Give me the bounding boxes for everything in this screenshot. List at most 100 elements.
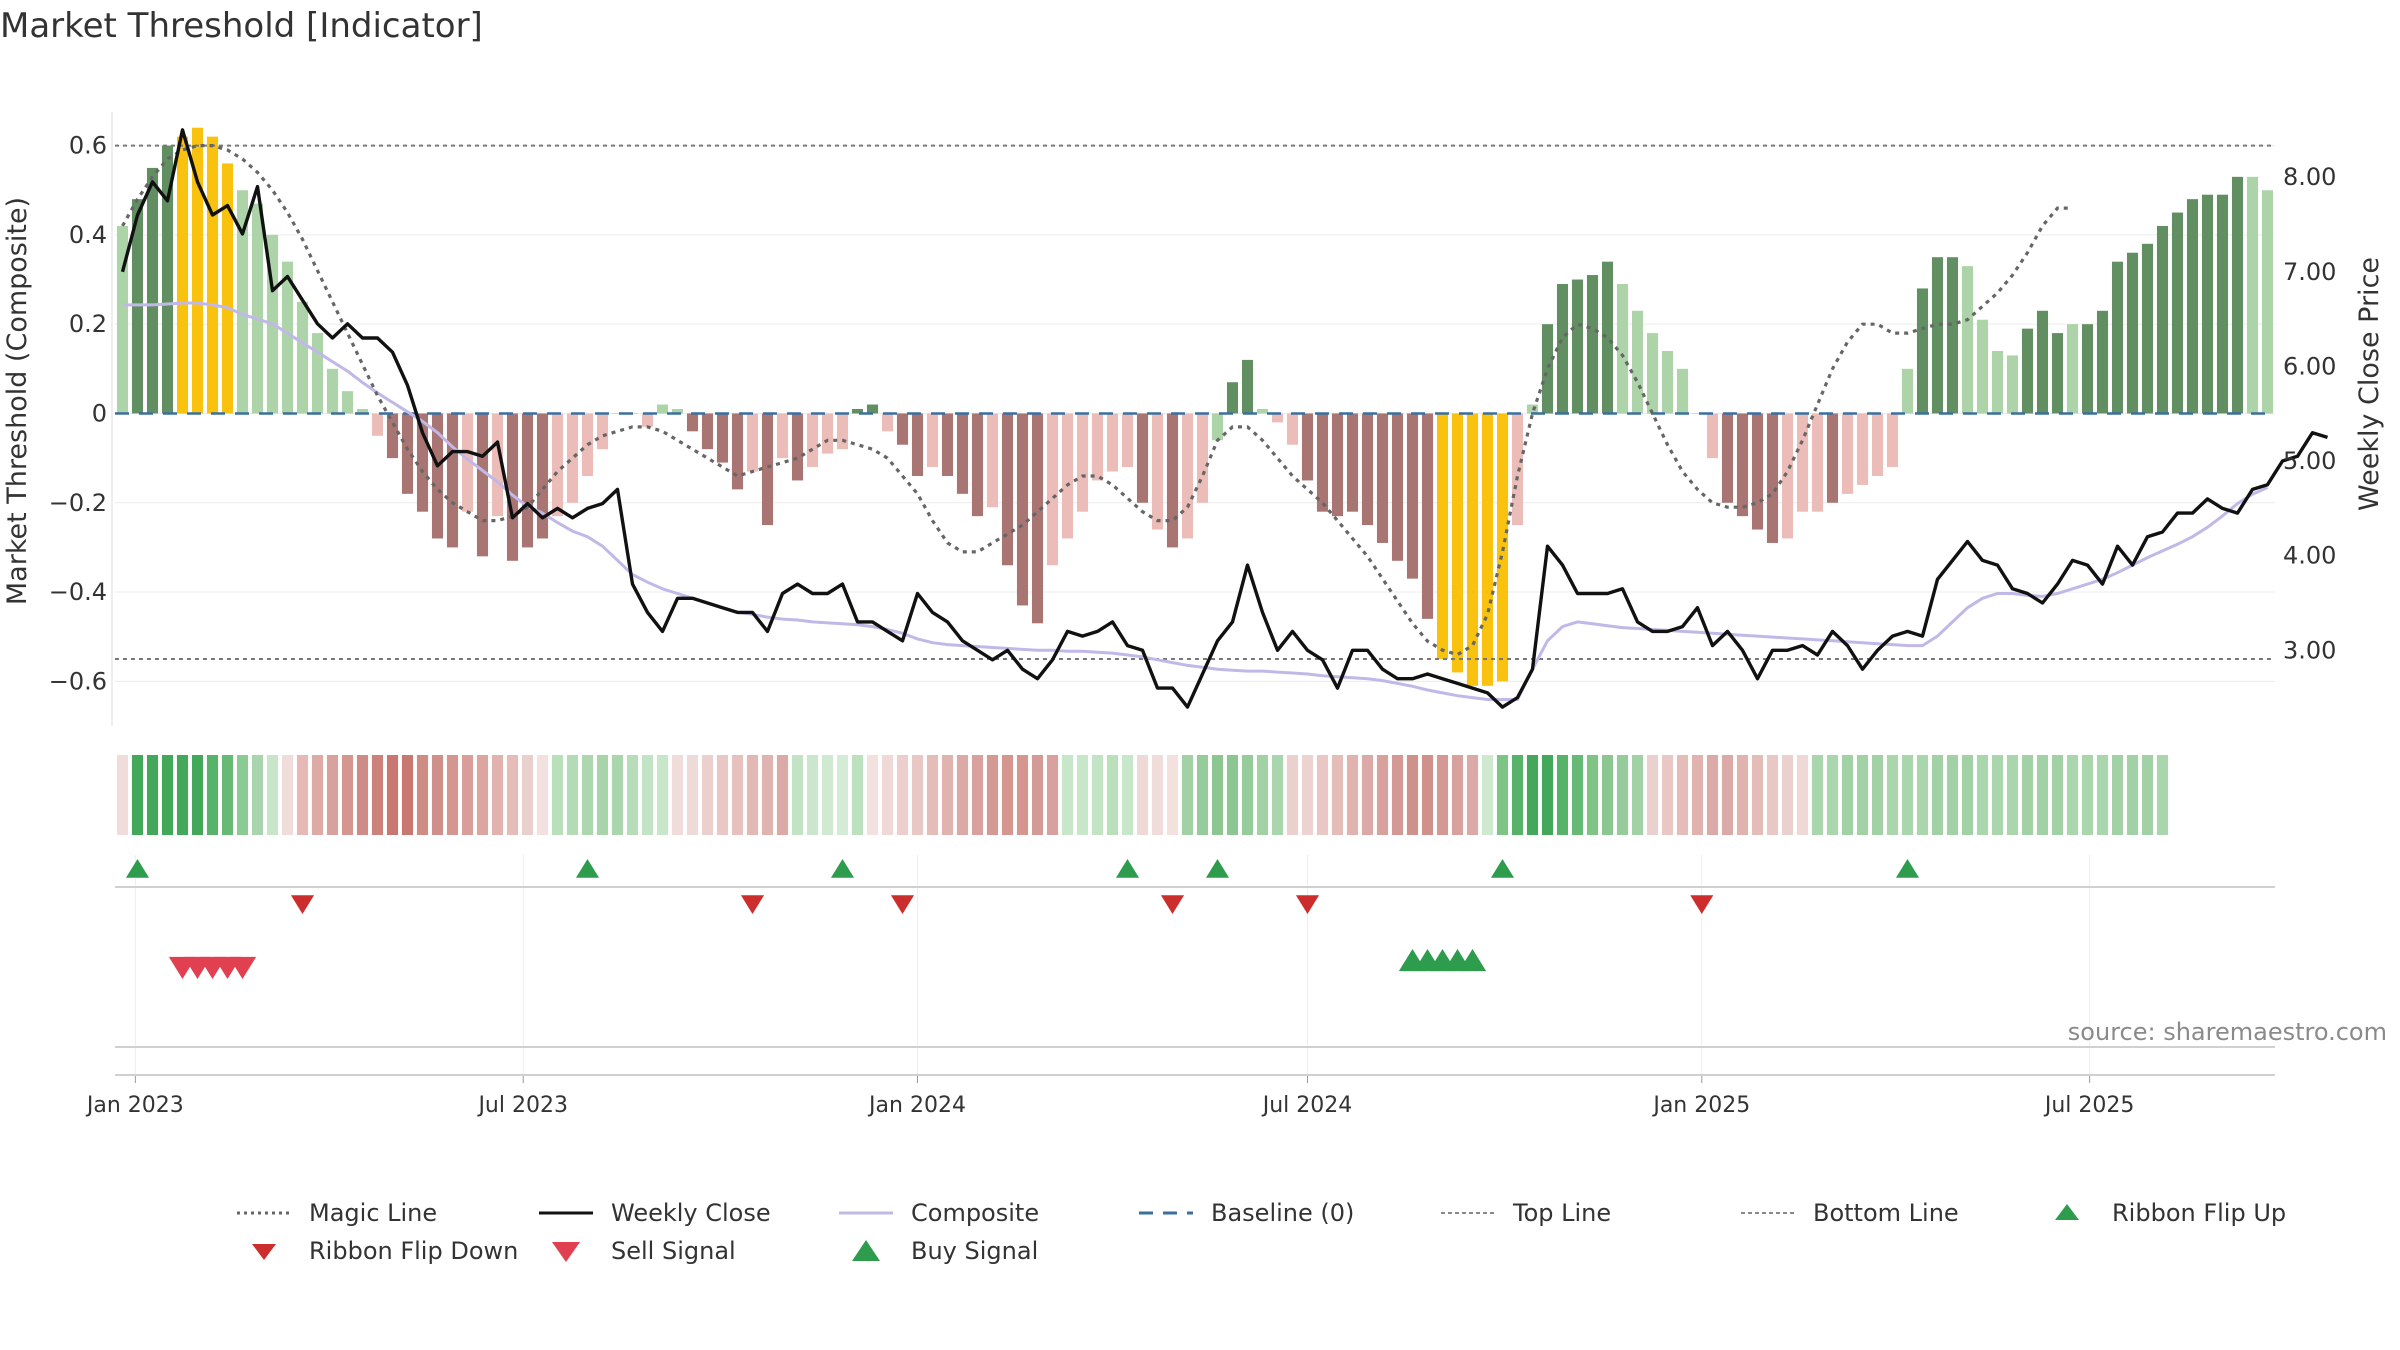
composite-bar xyxy=(506,413,519,561)
legend-item-composite[interactable]: Composite xyxy=(835,1195,1039,1231)
ribbon-cell xyxy=(1856,755,1869,835)
ribbon-cell xyxy=(2066,755,2079,835)
legend-label: Baseline (0) xyxy=(1211,1199,1355,1227)
composite-bar xyxy=(1871,413,1884,476)
ribbon-cell xyxy=(2141,755,2154,835)
ribbon-cell xyxy=(596,755,609,835)
composite-bar xyxy=(146,167,159,414)
legend-label: Magic Line xyxy=(309,1199,438,1227)
composite-bar xyxy=(1691,413,1704,414)
ribbon-cell xyxy=(1766,755,1779,835)
composite-bar xyxy=(1406,413,1419,579)
composite-bar xyxy=(686,413,699,432)
ribbon-flip-up-marker xyxy=(830,859,855,878)
ribbon-cell xyxy=(1046,755,1059,835)
ribbon-cell xyxy=(1526,755,1539,835)
ribbon-cell xyxy=(1691,755,1704,835)
ribbon-cell xyxy=(551,755,564,835)
ribbon-cell xyxy=(1676,755,1689,835)
ribbon-cell xyxy=(1616,755,1629,835)
composite-bar xyxy=(1991,350,2004,414)
ribbon-cell xyxy=(791,755,804,835)
legend-label: Ribbon Flip Down xyxy=(309,1237,519,1265)
composite-bar xyxy=(1166,413,1179,548)
legend-item-bottom-line[interactable]: Bottom Line xyxy=(1737,1195,1959,1231)
ribbon-cell xyxy=(1871,755,1884,835)
composite-bar xyxy=(296,301,309,414)
composite-bar xyxy=(1451,413,1464,673)
ribbon-cell xyxy=(776,755,789,835)
magic-line xyxy=(121,144,2073,657)
ribbon-cell xyxy=(1211,755,1224,835)
legend-item-sell-signal[interactable]: Sell Signal xyxy=(535,1233,736,1269)
composite-bar xyxy=(1121,413,1134,468)
composite-bar xyxy=(1271,413,1284,423)
ribbon-cell xyxy=(266,755,279,835)
ribbon-cell xyxy=(1331,755,1344,835)
legend-item-weekly-close[interactable]: Weekly Close xyxy=(535,1195,771,1231)
ribbon-cell xyxy=(806,755,819,835)
composite-bar xyxy=(1196,413,1209,503)
legend-item-top-line[interactable]: Top Line xyxy=(1437,1195,1611,1231)
ribbon-cell xyxy=(851,755,864,835)
ribbon-cell xyxy=(1076,755,1089,835)
ribbon-cell xyxy=(341,755,354,835)
ribbon-cell xyxy=(1976,755,1989,835)
ribbon-cell xyxy=(731,755,744,835)
composite-bar xyxy=(1946,257,1959,414)
composite-bar xyxy=(311,333,324,414)
ribbon-cell xyxy=(746,755,759,835)
composite-bar xyxy=(2021,328,2034,414)
composite-bar xyxy=(986,413,999,508)
composite-bar xyxy=(611,413,624,414)
composite-bar xyxy=(2246,176,2259,414)
composite-bar xyxy=(281,261,294,414)
composite-bar xyxy=(2231,176,2244,414)
composite-bar xyxy=(1841,413,1854,494)
right-tick-label: 3.00 xyxy=(2283,636,2336,664)
ribbon-cell xyxy=(1166,755,1179,835)
left-tick-label: −0.4 xyxy=(49,578,107,606)
composite-bar xyxy=(2186,199,2199,414)
ribbon-cell xyxy=(1931,755,1944,835)
ribbon-cell xyxy=(146,755,159,835)
ribbon-cell xyxy=(1436,755,1449,835)
composite-bar xyxy=(1361,413,1374,526)
composite-bar xyxy=(236,190,249,414)
ribbon-cell xyxy=(1586,755,1599,835)
composite-bar xyxy=(341,391,354,414)
ribbon-cell xyxy=(821,755,834,835)
ribbon-cell xyxy=(1496,755,1509,835)
ribbon-cell xyxy=(1346,755,1359,835)
chart-legend: Magic Line Weekly Close Composite Baseli… xyxy=(0,1195,2400,1285)
ribbon-cell xyxy=(1721,755,1734,835)
composite-bar xyxy=(881,413,894,432)
composite-bar xyxy=(1241,359,1254,414)
composite-bar xyxy=(791,413,804,481)
ribbon-cell xyxy=(1811,755,1824,835)
legend-item-ribbon-flip-down[interactable]: Ribbon Flip Down xyxy=(233,1233,518,1269)
legend-item-baseline[interactable]: Baseline (0) xyxy=(1135,1195,1354,1231)
right-tick-label: 6.00 xyxy=(2283,352,2336,380)
composite-bar xyxy=(566,413,579,503)
composite-bar xyxy=(866,404,879,414)
composite-bar xyxy=(1781,413,1794,539)
legend-item-buy-signal[interactable]: Buy Signal xyxy=(835,1233,1038,1269)
composite-bar xyxy=(1586,275,1599,414)
legend-item-magic-line[interactable]: Magic Line xyxy=(233,1195,437,1231)
ribbon-cell xyxy=(1001,755,1014,835)
ribbon-cell xyxy=(386,755,399,835)
source-note: source: sharemaestro.com xyxy=(2067,1018,2387,1046)
legend-label: Top Line xyxy=(1513,1199,1612,1227)
composite-bar xyxy=(1316,413,1329,512)
ribbon-cell xyxy=(536,755,549,835)
bottom-line-swatch xyxy=(1741,1212,1795,1214)
composite-bar xyxy=(176,136,189,414)
composite-bar xyxy=(1016,413,1029,606)
legend-item-ribbon-flip-up[interactable]: Ribbon Flip Up xyxy=(2036,1195,2286,1231)
composite-bar xyxy=(806,413,819,468)
ribbon-cell xyxy=(1901,755,1914,835)
composite-bar xyxy=(1106,413,1119,472)
chart-title: Market Threshold [Indicator] xyxy=(0,6,483,46)
ribbon-flip-up-marker xyxy=(1895,859,1920,878)
